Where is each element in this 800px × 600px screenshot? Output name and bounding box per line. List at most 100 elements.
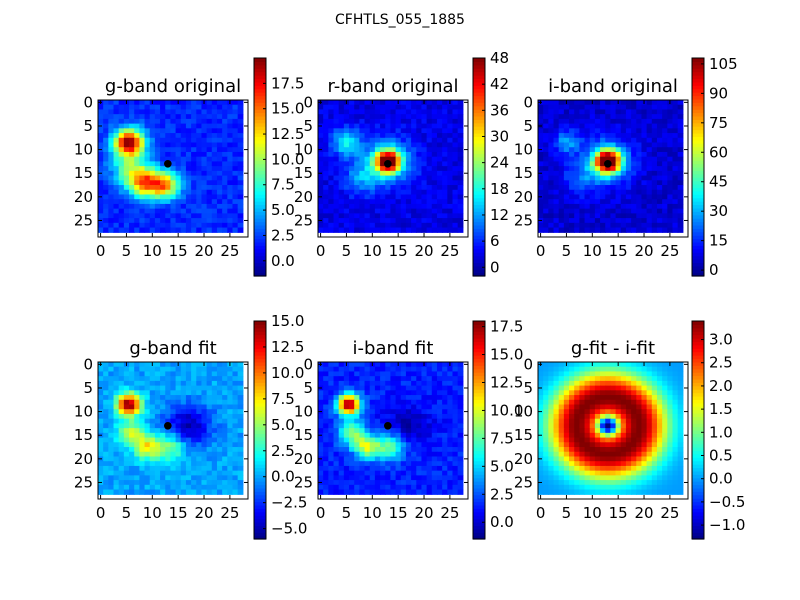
heatmap-cell [108, 104, 115, 111]
heatmap-cell [600, 185, 606, 191]
heatmap-cell [211, 156, 218, 163]
heatmap-cell [139, 170, 146, 177]
heatmap-cell [333, 451, 340, 458]
heatmap-cell [620, 133, 627, 139]
heatmap-cell [390, 399, 397, 406]
heatmap-cell [343, 461, 350, 467]
heatmap-cell [349, 461, 355, 467]
heatmap-cell [600, 114, 606, 120]
heatmap-cell [400, 428, 407, 434]
heatmap-cell [620, 385, 627, 391]
heatmap-cell [323, 175, 329, 181]
heatmap-cell [574, 362, 580, 368]
heatmap-cell [165, 142, 172, 148]
heatmap-cell [103, 199, 109, 205]
heatmap-cell [594, 218, 601, 224]
heatmap-cell [237, 480, 244, 486]
heatmap-cell [416, 362, 423, 368]
heatmap-cell [201, 470, 208, 476]
heatmap-cell [175, 432, 182, 439]
heatmap-cell [662, 180, 668, 186]
heatmap-cell [395, 390, 402, 396]
heatmap-cell [374, 489, 381, 495]
heatmap-cell [129, 409, 135, 415]
heatmap-cell [620, 203, 627, 210]
heatmap-cell [538, 395, 544, 401]
heatmap-cell [129, 404, 135, 410]
heatmap-cell [400, 142, 407, 148]
heatmap-cell [369, 456, 376, 462]
heatmap-cell [615, 404, 622, 410]
heatmap-cell [380, 128, 386, 134]
heatmap-cell [405, 142, 412, 148]
heatmap-cell [421, 456, 428, 462]
heatmap-cell [364, 166, 371, 172]
heatmap-cell [667, 428, 674, 434]
colorbar-segment [473, 504, 485, 509]
heatmap-cell [108, 137, 115, 144]
heatmap-cell [620, 161, 627, 167]
heatmap-cell [594, 123, 601, 129]
heatmap-cell [405, 118, 412, 125]
heatmap-cell [216, 189, 223, 196]
heatmap-cell [185, 404, 192, 410]
heatmap-cell [201, 161, 208, 167]
heatmap-cell [108, 461, 115, 467]
heatmap-cell [548, 137, 555, 144]
heatmap-cell [129, 437, 135, 443]
heatmap-cell [452, 137, 459, 144]
heatmap-cell [457, 109, 464, 115]
heatmap-cell [553, 147, 560, 153]
heatmap-cell [390, 104, 397, 111]
heatmap-cell [457, 362, 464, 368]
heatmap-cell [374, 208, 381, 214]
heatmap-cell [405, 413, 412, 420]
heatmap-cell [318, 104, 324, 111]
heatmap-cell [113, 100, 120, 106]
heatmap-cell [318, 109, 324, 115]
heatmap-cell [411, 218, 417, 224]
heatmap-cell [569, 432, 575, 439]
heatmap-cell [416, 218, 423, 224]
heatmap-cell [651, 114, 658, 120]
heatmap-cell [656, 180, 663, 186]
heatmap-cell [134, 227, 140, 233]
heatmap-cell [569, 380, 575, 387]
heatmap-cell [170, 199, 177, 205]
heatmap-cell [369, 442, 376, 448]
heatmap-cell [113, 447, 120, 453]
heatmap-cell [447, 470, 454, 476]
heatmap-cell [149, 128, 156, 134]
y-tick-label: 10 [294, 403, 313, 421]
heatmap-cell [667, 114, 674, 120]
heatmap-cell [656, 385, 663, 391]
heatmap-cell [134, 114, 140, 120]
colorbar-tick-label: 12 [490, 206, 509, 224]
heatmap-cell [569, 133, 575, 139]
heatmap-cell [457, 203, 464, 210]
heatmap-cell [165, 185, 172, 191]
heatmap-cell [170, 208, 177, 214]
heatmap-cell [615, 222, 622, 229]
heatmap-cell [677, 137, 684, 144]
heatmap-cell [149, 170, 156, 177]
heatmap-cell [569, 428, 575, 434]
heatmap-cell [343, 194, 350, 200]
heatmap-cell [605, 166, 612, 172]
heatmap-cell [359, 151, 366, 158]
heatmap-cell [457, 484, 464, 491]
heatmap-cell [574, 137, 580, 144]
heatmap-cell [558, 218, 565, 224]
colorbar-tick-label: 7.5 [271, 176, 295, 194]
colorbar-segment [254, 245, 266, 250]
heatmap-cell [144, 185, 151, 191]
heatmap-cell [452, 118, 459, 125]
heatmap-cell [416, 100, 423, 106]
y-tick-label: 25 [74, 211, 93, 229]
heatmap-cell [426, 166, 433, 172]
heatmap-cell [656, 161, 663, 167]
heatmap-cell [569, 180, 575, 186]
heatmap-cell [206, 484, 213, 491]
x-tick-label: 5 [122, 504, 132, 522]
heatmap-cell [227, 222, 234, 229]
